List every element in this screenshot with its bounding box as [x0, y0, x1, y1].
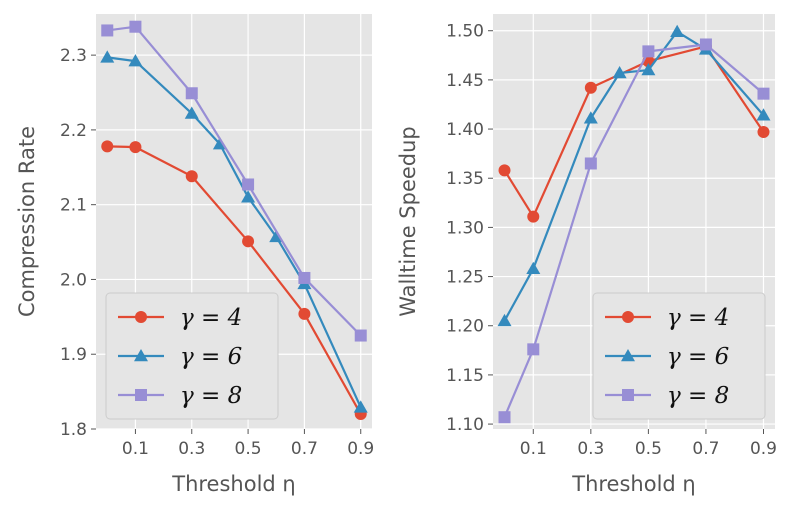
legend-marker	[135, 311, 147, 323]
legend-label: γ = 6	[180, 344, 242, 370]
data-point	[498, 411, 511, 424]
data-point	[100, 50, 115, 63]
legend-label: γ = 4	[667, 305, 729, 331]
data-point	[757, 87, 770, 100]
series-8	[498, 38, 770, 424]
y-tick-label: 1.40	[446, 120, 484, 140]
x-tick-label: 0.5	[635, 439, 662, 459]
data-point	[129, 20, 142, 33]
series-8	[101, 20, 367, 342]
data-point	[101, 24, 114, 37]
data-point	[497, 313, 512, 327]
data-point	[526, 261, 541, 274]
y-tick-label: 1.9	[60, 345, 87, 365]
data-point	[101, 140, 114, 153]
y-tick-label: 1.8	[60, 420, 87, 440]
x-axis-label: Threshold η	[171, 472, 295, 496]
data-point	[128, 54, 143, 67]
data-point	[185, 170, 198, 183]
legend-marker	[135, 389, 147, 401]
data-point	[185, 87, 198, 100]
data-point	[642, 45, 655, 58]
data-point	[498, 164, 511, 177]
x-tick-label: 0.5	[235, 439, 262, 459]
data-point	[612, 66, 627, 79]
data-point	[242, 235, 255, 248]
y-tick-label: 2.1	[60, 196, 87, 216]
legend: γ = 4 γ = 6 γ = 8	[592, 292, 766, 420]
legend: γ = 4 γ = 6 γ = 8	[105, 292, 279, 420]
data-point	[354, 329, 367, 342]
y-tick-label: 1.50	[446, 22, 484, 42]
data-point	[584, 157, 597, 170]
legend-box	[592, 292, 766, 420]
y-tick-label: 1.30	[446, 218, 484, 238]
legend-item: γ = 8	[605, 383, 729, 409]
data-point	[241, 190, 256, 203]
data-point	[670, 24, 685, 37]
legend-marker	[134, 349, 148, 362]
data-point	[584, 81, 597, 94]
legend-box	[105, 292, 279, 420]
y-tick-label: 2.2	[60, 121, 87, 141]
data-point	[184, 106, 199, 119]
data-point	[353, 400, 368, 413]
y-tick-label: 1.25	[446, 268, 484, 288]
legend-label: γ = 6	[667, 344, 729, 370]
x-axis-label: Threshold η	[571, 472, 695, 496]
y-tick-label: 2.3	[60, 46, 87, 66]
data-point	[527, 343, 540, 356]
y-tick-label: 1.15	[446, 366, 484, 386]
series-line	[503, 43, 765, 418]
x-tick-label: 0.9	[347, 439, 374, 459]
data-point	[583, 111, 598, 124]
compression-rate-chart: 1.8 1.9 2.0 2.1 2.2 2.3 0.1 0.3 0.5 0.7 0.9 Thresho…	[15, 14, 374, 496]
x-tick-label: 0.7	[692, 439, 719, 459]
x-tick-label: 0.3	[577, 439, 604, 459]
data-point	[641, 63, 656, 76]
x-tick-label: 0.1	[520, 439, 547, 459]
legend-marker	[622, 311, 634, 323]
data-point	[298, 271, 311, 284]
y-tick-label: 1.35	[446, 169, 484, 189]
legend-item: γ = 4	[118, 305, 242, 331]
legend-item: γ = 8	[118, 383, 242, 409]
y-tick-label: 1.10	[446, 415, 484, 435]
y-tick-label: 2.0	[60, 270, 87, 290]
legend-label: γ = 8	[667, 383, 729, 409]
data-point	[129, 141, 142, 154]
legend-label: γ = 4	[180, 305, 242, 331]
data-point	[527, 210, 540, 223]
data-point	[242, 178, 255, 191]
x-tick-label: 0.3	[178, 439, 205, 459]
y-tick-label: 1.45	[446, 71, 484, 91]
walltime-speedup-chart: 1.10 1.15 1.20 1.25 1.30 1.35 1.40 1.45 1.50 0.1 0…	[396, 14, 777, 496]
y-axis-label: Compression Rate	[15, 126, 39, 317]
data-point	[756, 108, 771, 121]
legend-item: γ = 4	[605, 305, 729, 331]
x-tick-label: 0.9	[750, 439, 777, 459]
legend-item: γ = 6	[605, 344, 729, 370]
legend-item: γ = 6	[118, 344, 242, 370]
y-axis-label: Walltime Speedup	[396, 126, 420, 317]
data-point	[757, 126, 770, 139]
x-tick-label: 0.1	[122, 439, 149, 459]
x-tick-label: 0.7	[291, 439, 318, 459]
series-4	[101, 140, 367, 421]
legend-marker	[621, 349, 635, 362]
legend-label: γ = 8	[180, 383, 242, 409]
legend-marker	[622, 389, 634, 401]
y-tick-label: 1.20	[446, 317, 484, 337]
data-point	[298, 307, 311, 320]
data-point	[699, 38, 712, 51]
